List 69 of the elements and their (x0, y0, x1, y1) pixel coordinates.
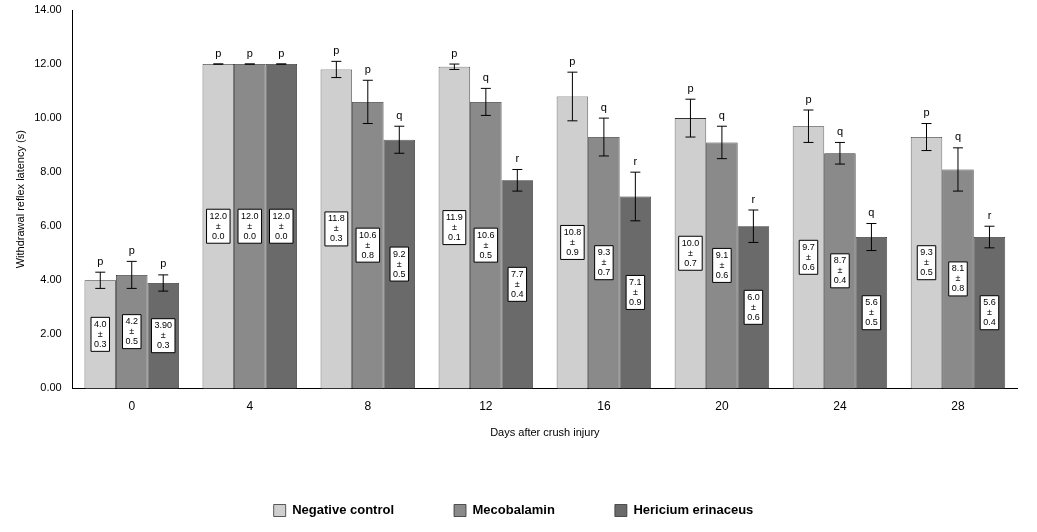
legend-label: Negative control (292, 502, 395, 518)
data-label: 4.0 ± 0.3 (94, 318, 107, 349)
annotation: q (954, 130, 962, 143)
data-label: 7.7 ± 0.4 (511, 268, 524, 299)
y-tick-label: 14.00 (34, 3, 62, 16)
annotation: q (718, 108, 725, 121)
y-tick-label: 12.00 (34, 57, 62, 70)
annotation: r (633, 154, 638, 167)
annotation: p (160, 257, 167, 270)
x-tick-label: 4 (246, 398, 254, 413)
annotation: p (923, 106, 930, 119)
x-tick-label: 28 (951, 398, 965, 413)
annotation: p (246, 46, 253, 59)
data-label: 9.7 ± 0.6 (802, 241, 815, 272)
data-label: 9.3 ± 0.7 (597, 247, 611, 278)
annotation: q (836, 124, 844, 137)
annotation: r (751, 192, 756, 205)
data-label: 11.8 ± 0.3 (327, 213, 345, 244)
y-tick-label: 0.00 (40, 381, 62, 394)
data-label: 9.1 ± 0.6 (715, 249, 729, 280)
annotation: q (482, 70, 489, 83)
data-label: 10.0 ± 0.7 (681, 237, 700, 268)
annotation: p (333, 43, 340, 56)
annotation: p (128, 243, 135, 256)
data-label: 8.1 ± 0.8 (951, 263, 965, 294)
annotation: r (987, 208, 992, 221)
data-label: 8.7 ± 0.4 (833, 255, 847, 286)
annotation: p (451, 46, 458, 59)
annotation: p (278, 46, 285, 59)
data-label: 5.6 ± 0.5 (865, 297, 878, 328)
x-tick-label: 20 (715, 398, 729, 413)
x-tick-label: 8 (364, 398, 372, 413)
data-label: 5.6 ± 0.4 (983, 297, 996, 328)
x-tick-label: 0 (128, 398, 136, 413)
annotation: q (868, 206, 875, 219)
y-tick-label: 10.00 (34, 111, 62, 124)
y-tick-label: 8.00 (40, 165, 62, 178)
x-tick-label: 24 (833, 398, 847, 413)
data-label: 10.8 ± 0.9 (563, 226, 582, 257)
data-label: 9.2 ± 0.5 (393, 248, 406, 279)
annotation: q (396, 108, 403, 121)
data-label: 9.3 ± 0.5 (920, 247, 933, 278)
data-label: 4.2 ± 0.5 (125, 316, 138, 347)
x-tick-label: 12 (479, 398, 493, 413)
data-label: 11.9 ± 0.1 (445, 212, 463, 243)
annotation: p (215, 46, 222, 59)
legend-label: Mecobalamin (472, 502, 555, 518)
annotation: r (515, 152, 520, 164)
data-label: 3.90 ± 0.3 (154, 320, 172, 351)
y-tick-label: 4.00 (40, 273, 62, 286)
y-axis-title: Withdrawal reflex latency (s) (13, 130, 26, 269)
annotation: p (569, 54, 576, 67)
data-label: 6.0 ± 0.6 (747, 291, 760, 322)
data-label: 7.1 ± 0.9 (629, 276, 642, 307)
x-tick-label: 16 (597, 398, 611, 413)
x-axis-title: Days after crush injury (490, 426, 601, 439)
data-label: 12.0 ± 0.0 (241, 210, 259, 241)
legend-label: Hericium erinaceus (633, 502, 754, 518)
annotation: q (600, 100, 607, 113)
annotation: p (687, 81, 694, 94)
y-tick-label: 6.00 (40, 219, 62, 232)
data-label: 10.6 ± 0.5 (477, 229, 495, 260)
annotation: p (364, 62, 371, 75)
data-label: 12.0 ± 0.0 (272, 210, 291, 241)
data-label: 12.0 ± 0.0 (209, 210, 228, 241)
annotation: p (805, 92, 812, 105)
data-label: 10.6 ± 0.8 (359, 229, 377, 260)
annotation: p (97, 254, 104, 267)
y-tick-label: 2.00 (40, 327, 62, 340)
